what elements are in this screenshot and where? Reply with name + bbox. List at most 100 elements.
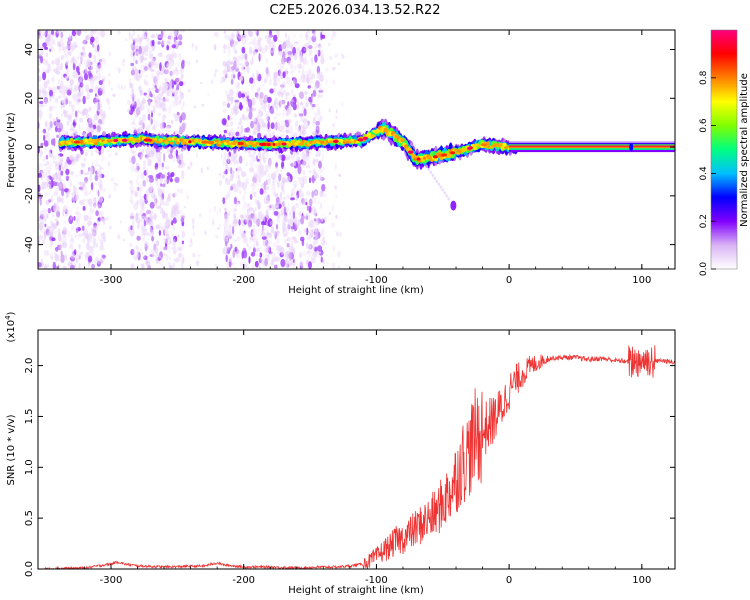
noise-speckle	[167, 172, 171, 176]
noise-speckle	[43, 229, 47, 236]
noise-speckle	[311, 228, 314, 234]
noise-speckle	[60, 157, 64, 163]
noise-speckle	[175, 215, 180, 221]
noise-speckle	[309, 47, 313, 56]
noise-speckle	[39, 30, 43, 35]
noise-speckle	[158, 112, 162, 116]
noise-speckle	[235, 102, 240, 108]
noise-speckle	[238, 76, 243, 82]
noise-speckle	[188, 245, 191, 248]
noise-speckle	[54, 97, 59, 104]
noise-speckle	[313, 116, 316, 124]
noise-speckle	[114, 183, 119, 187]
noise-speckle	[93, 260, 97, 264]
noise-speckle	[268, 240, 272, 244]
noise-speckle	[169, 91, 173, 97]
noise-speckle	[292, 247, 296, 255]
noise-speckle	[325, 150, 327, 154]
noise-speckle	[43, 134, 46, 142]
noise-speckle	[46, 130, 50, 140]
noise-speckle	[259, 245, 262, 250]
noise-speckle	[210, 79, 214, 85]
noise-speckle	[325, 261, 329, 266]
noise-speckle	[58, 132, 62, 137]
noise-speckle	[303, 217, 307, 220]
noise-speckle	[176, 188, 181, 194]
noise-speckle	[318, 160, 322, 169]
noise-speckle	[171, 233, 175, 239]
noise-speckle	[70, 112, 75, 117]
noise-speckle	[183, 81, 186, 86]
noise-speckle	[75, 211, 80, 216]
noise-speckle	[165, 126, 171, 133]
noise-speckle	[302, 170, 305, 175]
noise-speckle	[62, 226, 68, 234]
noise-speckle	[308, 205, 312, 213]
noise-speckle	[72, 185, 77, 190]
noise-speckle	[270, 226, 275, 229]
noise-speckle	[168, 153, 174, 159]
noise-speckle	[61, 101, 66, 105]
noise-speckle	[280, 181, 285, 190]
noise-speckle	[258, 47, 262, 52]
noise-speckle	[231, 225, 235, 235]
noise-speckle	[150, 109, 155, 113]
noise-speckle	[276, 217, 281, 223]
noise-speckle	[244, 215, 250, 223]
noise-speckle	[285, 128, 289, 134]
noise-speckle	[83, 30, 89, 34]
noise-speckle	[280, 154, 286, 162]
noise-speckle	[97, 87, 103, 96]
noise-speckle	[143, 79, 147, 85]
noise-speckle	[320, 153, 325, 162]
noise-speckle	[445, 194, 448, 198]
noise-speckle	[65, 168, 70, 175]
noise-speckle	[67, 50, 72, 56]
noise-speckle	[314, 112, 318, 118]
noise-speckle	[331, 222, 335, 228]
noise-speckle	[129, 159, 133, 163]
noise-speckle	[165, 178, 168, 185]
noise-speckle	[286, 263, 290, 268]
noise-speckle	[81, 237, 86, 244]
noise-speckle	[191, 43, 194, 49]
noise-speckle	[57, 197, 60, 204]
colorbar-ticks: 0.00.20.40.60.8	[699, 70, 716, 276]
noise-speckle	[77, 71, 81, 75]
noise-speckle	[75, 222, 81, 227]
noise-speckle	[139, 187, 142, 192]
noise-speckle	[286, 76, 291, 81]
y-tick-label: 40	[24, 43, 35, 56]
noise-speckle	[230, 243, 233, 249]
noise-speckle	[50, 44, 52, 50]
noise-speckle	[62, 234, 67, 244]
noise-speckle	[258, 108, 261, 115]
noise-speckle	[290, 70, 294, 75]
noise-speckle	[53, 68, 59, 73]
noise-speckle	[258, 53, 261, 62]
noise-speckle	[275, 106, 278, 112]
noise-speckle	[80, 57, 83, 61]
noise-speckle	[237, 81, 240, 90]
noise-speckle	[301, 215, 306, 220]
noise-speckle	[290, 197, 295, 201]
noise-speckle	[132, 126, 135, 130]
noise-speckle	[180, 189, 183, 195]
noise-speckle	[151, 75, 156, 79]
noise-speckle	[52, 160, 56, 164]
noise-speckle	[306, 205, 310, 211]
noise-speckle	[144, 215, 148, 222]
noise-speckle	[163, 85, 169, 92]
noise-speckle	[144, 52, 148, 57]
noise-speckle	[435, 179, 438, 183]
noise-speckle	[222, 60, 227, 67]
noise-speckle	[76, 97, 81, 106]
noise-speckle	[252, 181, 256, 187]
noise-speckle	[264, 123, 267, 128]
noise-speckle	[124, 38, 128, 42]
noise-speckle	[49, 37, 55, 46]
noise-speckle	[60, 103, 63, 110]
noise-speckle	[332, 246, 335, 252]
snr-panel: -300 -200 -100 0 100 0.00.51.01.52.0 Height …	[4, 311, 676, 596]
noise-speckle	[80, 162, 84, 167]
